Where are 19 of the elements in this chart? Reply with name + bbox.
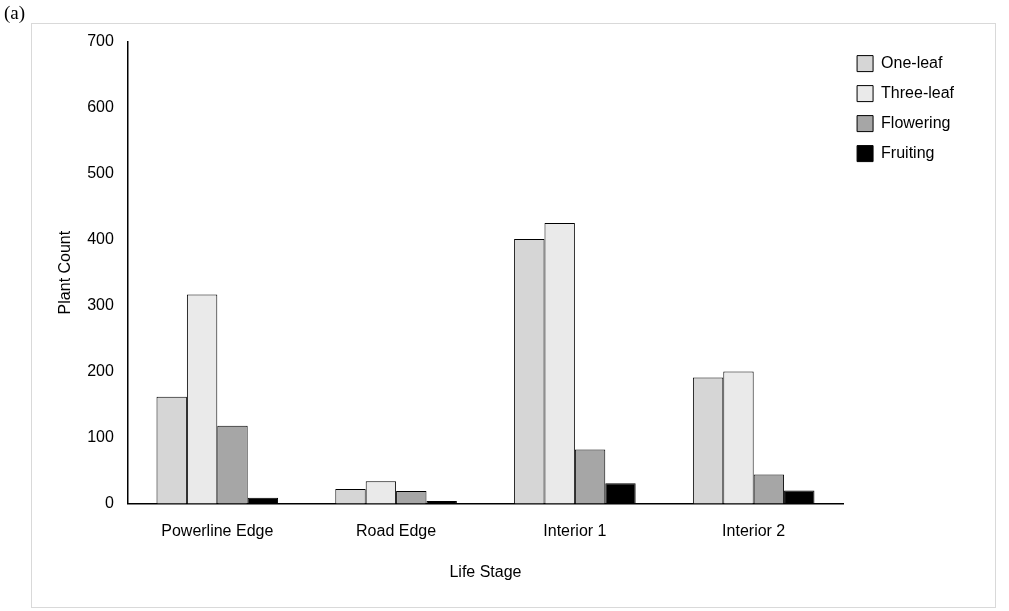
y-tick-label: 100 xyxy=(87,428,114,446)
x-axis-title: Life Stage xyxy=(449,562,522,580)
x-tick-label: Powerline Edge xyxy=(161,521,274,539)
x-tick-label: Road Edge xyxy=(356,521,437,539)
y-tick-label: 400 xyxy=(87,230,114,248)
y-tick-label: 600 xyxy=(87,98,114,116)
legend-label: Fruiting xyxy=(881,144,935,162)
legend-label: One-leaf xyxy=(881,54,943,72)
text: (a) xyxy=(4,2,26,24)
x-tick-label: Interior 2 xyxy=(722,521,786,539)
x-tick-label: Interior 1 xyxy=(543,521,607,539)
y-tick-label: 200 xyxy=(87,362,114,380)
legend-label: Three-leaf xyxy=(881,84,955,102)
y-tick-label: 700 xyxy=(87,32,114,50)
y-tick-label: 0 xyxy=(104,494,114,512)
legend-label: Flowering xyxy=(881,114,951,132)
y-tick-label: 300 xyxy=(87,296,114,314)
y-axis-title: Plant Count xyxy=(56,230,74,315)
y-tick-label: 500 xyxy=(87,164,114,182)
